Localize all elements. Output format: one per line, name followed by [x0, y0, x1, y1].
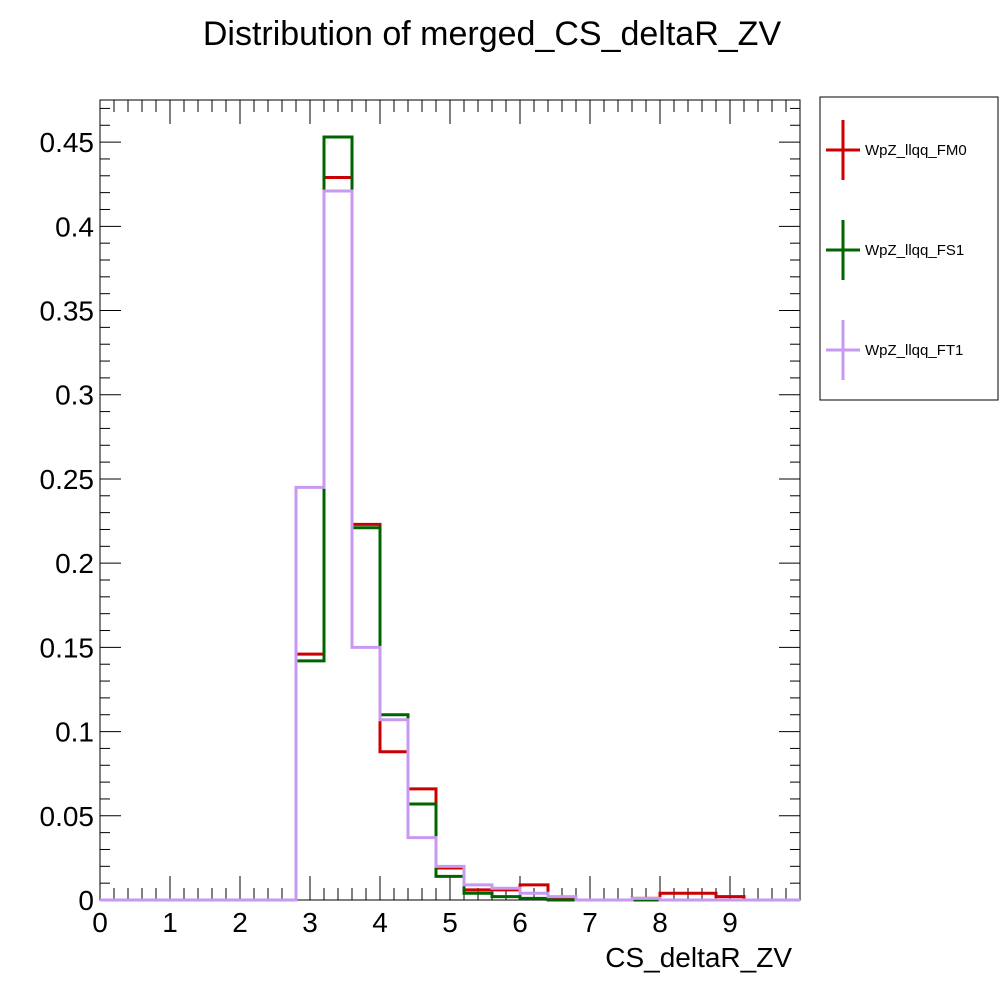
y-tick-label: 0.3: [55, 380, 94, 411]
chart-title: Distribution of merged_CS_deltaR_ZV: [203, 15, 782, 53]
x-tick-label: 5: [442, 907, 458, 938]
x-tick-label: 2: [232, 907, 248, 938]
y-tick-label: 0.25: [40, 464, 95, 495]
x-tick-label: 0: [92, 907, 108, 938]
x-tick-label: 4: [372, 907, 388, 938]
legend-label: WpZ_llqq_FT1: [865, 342, 963, 359]
legend-label: WpZ_llqq_FM0: [865, 142, 967, 159]
y-tick-label: 0.35: [40, 296, 95, 327]
axes: 0 1 2 3 4 5 6 7 8 9 0 0.05 0.1 0.15 0.2 0.25 0.3 0.35 0.4 0…: [40, 100, 801, 938]
y-tick-label: 0.45: [40, 127, 95, 158]
series-line-2: [100, 135, 800, 902]
y-tick-label: 0.05: [40, 801, 95, 832]
y-tick-label: 0.15: [40, 632, 95, 663]
plot-frame: [99, 99, 801, 901]
series-line-1: [100, 175, 800, 902]
y-tick-label: 0.1: [55, 717, 94, 748]
legend: WpZ_llqq_FM0 WpZ_llqq_FS1 WpZ_llqq_FT1: [826, 120, 967, 380]
x-tick-label: 3: [302, 907, 318, 938]
y-tick-label: 0.4: [55, 211, 94, 242]
x-tick-label: 9: [722, 907, 738, 938]
x-axis-label: CS_deltaR_ZV: [605, 942, 792, 973]
series-layer: [100, 135, 800, 902]
series-line-3: [100, 189, 800, 902]
y-tick-label: 0.2: [55, 548, 94, 579]
legend-label: WpZ_llqq_FS1: [865, 242, 964, 259]
x-tick-label: 8: [652, 907, 668, 938]
y-tick-label: 0: [78, 885, 94, 916]
x-tick-label: 7: [582, 907, 598, 938]
x-tick-label: 6: [512, 907, 528, 938]
x-tick-label: 1: [162, 907, 178, 938]
